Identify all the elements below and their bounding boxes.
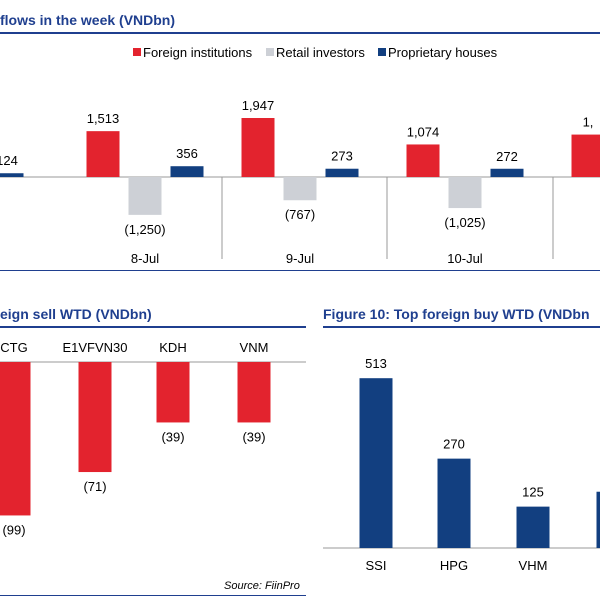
sell-category-label-3: KDH [159, 340, 186, 355]
flow-label-1-2: 1,513 [87, 111, 120, 126]
buy-category-label-3: VHM [519, 558, 548, 573]
flow-label-1-3: 1,947 [242, 98, 275, 113]
flow-bar-3-3 [325, 168, 359, 177]
flow-label-2-2: (1,250) [124, 222, 165, 237]
flow-bar-1-2 [86, 131, 120, 177]
buy-figure-title: Figure 10: Top foreign buy WTD (VNDbn [323, 306, 590, 322]
buy-bar-1 [359, 378, 393, 548]
legend-swatch-3 [378, 48, 386, 56]
top-figure-bottom-rule [0, 270, 600, 271]
flow-category-label-4: 10-Jul [447, 251, 483, 266]
legend-swatch-1 [133, 48, 141, 56]
flow-bar-3-2 [170, 166, 204, 177]
buy-category-label-2: HPG [440, 558, 468, 573]
sell-value-label-3: (39) [161, 429, 184, 444]
top-figure-title: flows in the week (VNDbn) [0, 12, 176, 28]
flow-label-1-5: 1, [583, 115, 594, 130]
sell-bar-1 [0, 362, 31, 516]
buy-value-label-3: 125 [522, 485, 544, 500]
flow-bar-2-2 [128, 177, 162, 215]
buy-category-label-1: SSI [366, 558, 387, 573]
sell-figure-title: eign sell WTD (VNDbn) [0, 306, 152, 322]
source-note: Source: FiinPro [224, 580, 300, 592]
buy-bar-4 [596, 491, 600, 548]
sell-figure-bottom-rule [0, 595, 306, 596]
flow-category-label-2: 8-Jul [131, 251, 159, 266]
sell-value-label-1: (99) [2, 522, 25, 537]
flow-label-3-4: 272 [496, 149, 518, 164]
flow-bar-3-1 [0, 173, 24, 177]
legend-label-1: Foreign institutions [143, 45, 253, 60]
flow-bar-1-5 [571, 134, 600, 177]
sell-category-label-4: VNM [240, 340, 269, 355]
flow-bar-1-3 [241, 118, 275, 177]
sell-title-rule [0, 326, 306, 328]
flow-bar-2-4 [448, 177, 482, 209]
buy-bar-3 [516, 506, 550, 548]
sell-bar-3 [156, 362, 190, 423]
legend-label-2: Retail investors [276, 45, 365, 60]
buy-title-rule [323, 326, 600, 328]
flow-label-3-1: 124 [0, 153, 18, 168]
sell-category-label-1: CTG [0, 340, 27, 355]
sell-value-label-4: (39) [242, 429, 265, 444]
sell-value-label-2: (71) [83, 479, 106, 494]
sell-bar-2 [78, 362, 112, 473]
flow-bar-2-3 [283, 177, 317, 201]
flow-bar-3-4 [490, 168, 524, 177]
sell-bar-4 [237, 362, 271, 423]
flow-bar-1-4 [406, 144, 440, 177]
buy-bar-2 [437, 458, 471, 548]
flow-label-1-4: 1,074 [407, 124, 440, 139]
buy-value-label-2: 270 [443, 437, 465, 452]
flow-label-3-3: 273 [331, 149, 353, 164]
buy-value-label-1: 513 [365, 356, 387, 371]
sell-category-label-2: E1VFVN30 [62, 340, 127, 355]
flow-label-2-3: (767) [285, 207, 315, 222]
legend-label-3: Proprietary houses [388, 45, 498, 60]
flow-label-2-4: (1,025) [444, 215, 485, 230]
top-title-rule [0, 32, 600, 34]
legend-swatch-2 [266, 48, 274, 56]
flow-category-label-3: 9-Jul [286, 251, 314, 266]
flow-label-3-2: 356 [176, 146, 198, 161]
